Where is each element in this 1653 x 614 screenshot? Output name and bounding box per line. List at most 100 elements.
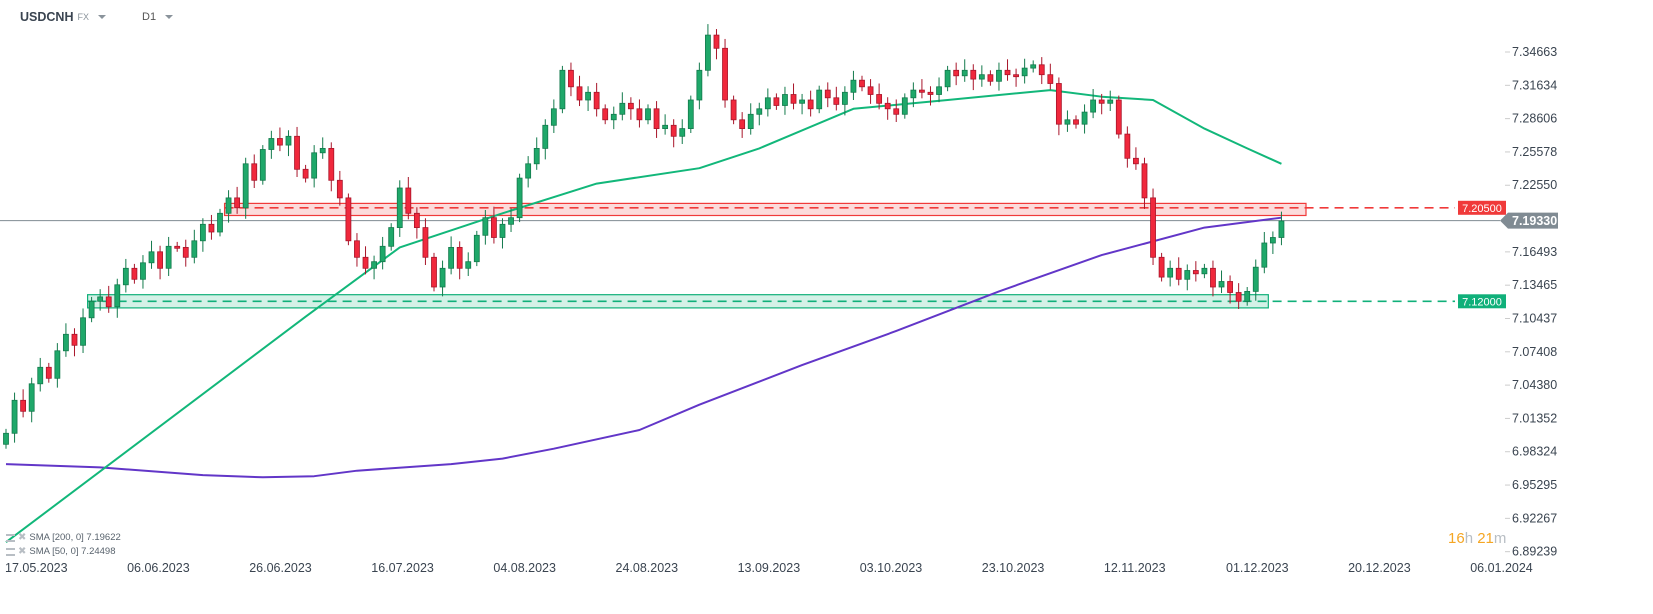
- candle: [1227, 275, 1233, 304]
- candle-body: [294, 135, 300, 170]
- settings-icon[interactable]: [6, 548, 15, 556]
- candle-body: [687, 99, 694, 129]
- candle-body: [1107, 99, 1114, 104]
- x-tick-label: 17.05.2023: [5, 561, 68, 575]
- candle: [859, 75, 865, 92]
- candle-body: [242, 163, 249, 209]
- candle-body: [636, 108, 643, 121]
- candle-body: [1055, 83, 1062, 125]
- candle-body: [516, 177, 523, 219]
- settings-icon[interactable]: [6, 534, 15, 542]
- candle: [165, 236, 172, 276]
- candle-body: [1244, 290, 1251, 302]
- candle-body: [191, 240, 198, 258]
- candle-body: [901, 97, 908, 115]
- candle-body: [927, 91, 934, 95]
- candle-body: [131, 267, 138, 280]
- candle: [824, 82, 831, 108]
- timeframe-dropdown-caret-icon[interactable]: [165, 15, 174, 19]
- candle: [11, 392, 18, 443]
- candle: [448, 236, 455, 275]
- candle-body: [1030, 64, 1037, 69]
- candle: [944, 65, 951, 92]
- sma50-line: [5, 89, 1282, 543]
- candle: [97, 289, 104, 311]
- candle-body: [105, 296, 112, 308]
- candle: [465, 252, 472, 276]
- candle-body: [114, 284, 121, 308]
- candle: [533, 137, 540, 170]
- candle-body: [970, 69, 977, 80]
- candle: [568, 62, 574, 97]
- y-tick-label: 6.89239: [1512, 545, 1557, 559]
- candle-body: [893, 108, 900, 115]
- candle-body: [217, 212, 223, 233]
- candle-body: [610, 113, 617, 121]
- remove-icon[interactable]: ✖: [18, 546, 27, 557]
- sma200-line: [5, 216, 1282, 479]
- candle-body: [174, 245, 181, 249]
- candle-body: [1269, 237, 1276, 244]
- candle-body: [140, 262, 146, 280]
- candle: [422, 218, 429, 265]
- candle-body: [422, 227, 429, 258]
- candle: [936, 77, 942, 103]
- candle: [542, 119, 549, 160]
- candle-body: [28, 383, 35, 412]
- candle-body: [876, 94, 883, 104]
- candle-body: [405, 187, 412, 214]
- candle-body: [11, 399, 18, 434]
- candle: [456, 241, 463, 280]
- y-tick-label: 6.92267: [1512, 511, 1557, 525]
- symbol-label[interactable]: USDCNH: [20, 10, 74, 24]
- x-tick-label: 12.11.2023: [1104, 561, 1166, 575]
- symbol-dropdown-caret-icon[interactable]: [98, 15, 106, 19]
- candle-body: [1184, 270, 1191, 280]
- candle-body: [465, 261, 472, 269]
- candle-body: [542, 124, 549, 149]
- candle: [491, 206, 497, 244]
- candle-body: [568, 69, 574, 88]
- y-tick-label: 6.98324: [1512, 445, 1557, 459]
- y-tick-label: 7.22550: [1512, 178, 1557, 192]
- candle: [619, 92, 626, 121]
- candle: [1150, 188, 1156, 265]
- candle: [413, 207, 420, 239]
- candle-body: [705, 34, 711, 71]
- candle: [1064, 110, 1071, 132]
- candle-body: [1133, 157, 1139, 165]
- candle: [739, 112, 746, 138]
- candle: [1021, 58, 1028, 84]
- candle: [662, 114, 669, 135]
- remove-icon[interactable]: ✖: [18, 532, 27, 543]
- candle: [157, 245, 163, 280]
- candle-body: [585, 91, 591, 101]
- candle: [705, 24, 711, 77]
- candle-body: [1158, 256, 1165, 278]
- candle-body: [311, 152, 318, 179]
- candle: [182, 239, 189, 267]
- candle-body: [234, 197, 241, 209]
- candle: [217, 208, 223, 237]
- candle-body: [987, 74, 994, 82]
- candle: [208, 214, 215, 240]
- support-price-label: 7.12000: [1462, 296, 1502, 308]
- x-tick-label: 01.12.2023: [1226, 561, 1289, 575]
- candle-body: [268, 138, 275, 150]
- candle: [80, 308, 86, 353]
- candle: [782, 86, 788, 115]
- candle-body: [371, 261, 377, 269]
- candle: [653, 101, 660, 138]
- chart-header: USDCNH FX D1: [20, 9, 174, 25]
- y-tick-label: 7.07408: [1512, 345, 1557, 359]
- candle: [63, 323, 69, 357]
- candle-body: [225, 197, 232, 214]
- candle: [1004, 59, 1011, 81]
- timeframe-selector[interactable]: D1: [142, 11, 157, 23]
- candle: [978, 65, 985, 87]
- candle: [970, 64, 977, 91]
- timer-minutes: 21: [1477, 530, 1494, 547]
- candle: [602, 104, 609, 125]
- candle: [1055, 77, 1062, 136]
